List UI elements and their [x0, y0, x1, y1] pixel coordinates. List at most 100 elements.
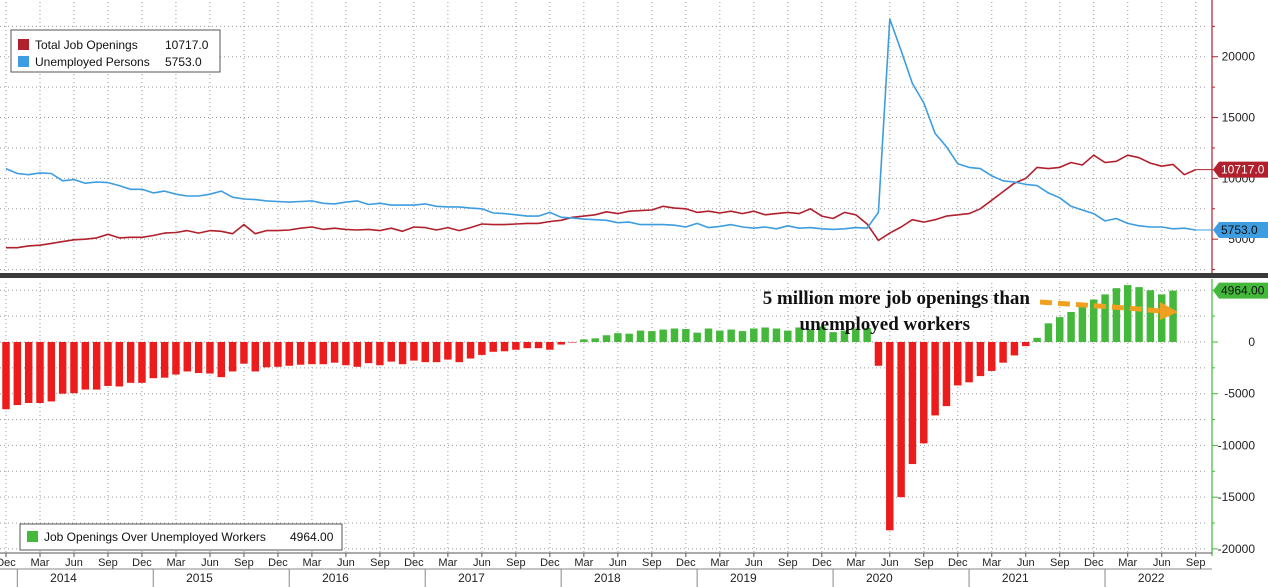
- bar: [1146, 290, 1155, 342]
- bar: [2, 341, 10, 410]
- x-month-label: Dec: [1084, 557, 1104, 569]
- x-month-label: Mar: [710, 557, 729, 569]
- bar: [602, 335, 611, 342]
- bar: [1101, 294, 1109, 342]
- x-month-label: Sep: [914, 557, 934, 569]
- bar: [500, 341, 509, 352]
- legend-label-unemployed-persons: Unemployed Persons: [35, 55, 150, 69]
- x-month-label: Dec: [404, 557, 424, 569]
- bar: [625, 333, 633, 342]
- tag-total-job-openings-text: 10717.0: [1221, 163, 1265, 177]
- bar: [727, 329, 735, 342]
- bar: [704, 328, 713, 342]
- bar: [523, 341, 531, 349]
- bar: [47, 341, 56, 402]
- bar: [636, 330, 645, 342]
- bottom-panel-y-axis: -20000 -15000 -10000 -5000 0: [1211, 279, 1256, 556]
- x-month-label: Jun: [337, 557, 355, 569]
- x-month-label: Jun: [609, 557, 627, 569]
- bar: [24, 341, 33, 404]
- bar: [466, 341, 475, 359]
- top-axis-tick-label: 15000: [1222, 111, 1256, 125]
- bar: [568, 341, 577, 343]
- bar: [1033, 337, 1041, 342]
- bar: [478, 341, 486, 355]
- bar: [648, 331, 656, 342]
- x-month-label: Jun: [473, 557, 491, 569]
- bar: [534, 341, 543, 349]
- bar: [840, 330, 849, 342]
- x-month-label: Jun: [1153, 557, 1171, 569]
- bar: [1022, 341, 1030, 347]
- bar: [795, 327, 803, 342]
- x-month-label: Mar: [982, 557, 1001, 569]
- bar: [308, 341, 316, 365]
- bar: [353, 341, 361, 367]
- x-month-label: Dec: [948, 557, 968, 569]
- x-month-label: Jun: [745, 557, 763, 569]
- bar: [897, 341, 905, 498]
- bar: [228, 341, 237, 372]
- bar: [421, 341, 429, 363]
- bar: [149, 341, 158, 379]
- tag-total-job-openings-shape: [1213, 161, 1268, 178]
- bar: [761, 327, 769, 342]
- bar: [444, 341, 452, 360]
- last-value-tags: 10717.0 5753.0 4964.00: [1213, 161, 1268, 299]
- annotation-line-1: 5 million more job openings than: [763, 288, 1031, 309]
- x-year-label: 2020: [866, 571, 893, 585]
- annotation-arrow-shaft: [1039, 299, 1161, 314]
- bar: [330, 341, 339, 363]
- bar: [364, 341, 373, 364]
- bar: [274, 341, 282, 367]
- bar-series-job-openings-over-unemployed: [2, 285, 1177, 531]
- legend-value-total-job-openings: 10717.0: [165, 38, 209, 52]
- bar: [70, 341, 78, 394]
- x-month-label: Dec: [540, 557, 560, 569]
- bar: [784, 330, 792, 342]
- bar: [285, 341, 294, 366]
- annotation-line-2: unemployed workers: [800, 314, 970, 335]
- bar: [512, 341, 520, 350]
- bar: [999, 341, 1007, 363]
- bar: [92, 341, 101, 390]
- x-month-label: Dec: [812, 557, 832, 569]
- x-year-label: 2014: [50, 571, 77, 585]
- bar: [183, 341, 192, 372]
- bar: [829, 332, 837, 342]
- bar: [738, 331, 747, 342]
- bar: [1078, 303, 1087, 342]
- x-month-label: Jun: [1017, 557, 1035, 569]
- legend-value-job-openings-over-unemployed: 4964.00: [290, 530, 334, 544]
- bottom-axis-tick-label: -15000: [1218, 490, 1256, 504]
- x-month-label: Sep: [1050, 557, 1070, 569]
- x-month-label: Mar: [574, 557, 593, 569]
- bar: [931, 341, 939, 416]
- bar: [1123, 285, 1132, 342]
- bar: [160, 341, 169, 378]
- x-month-label: Sep: [778, 557, 798, 569]
- bar: [580, 339, 588, 342]
- x-month-label: Mar: [1118, 557, 1137, 569]
- x-year-label: 2022: [1138, 571, 1165, 585]
- bar: [682, 329, 690, 342]
- bar: [104, 341, 112, 386]
- bar: [240, 341, 248, 364]
- bar: [262, 341, 271, 368]
- bar: [1135, 287, 1143, 342]
- legend-swatch-job-openings-over-unemployed: [27, 531, 38, 542]
- bar: [557, 341, 565, 345]
- bar: [920, 341, 928, 444]
- bar: [342, 341, 350, 366]
- bar: [432, 341, 441, 363]
- bottom-axis-tick-label: -5000: [1224, 387, 1255, 401]
- bar: [58, 341, 67, 394]
- bar: [115, 341, 124, 387]
- bar: [908, 341, 917, 465]
- x-year-label: 2015: [186, 571, 213, 585]
- legend-label-job-openings-over-unemployed: Job Openings Over Unemployed Workers: [44, 530, 266, 544]
- bar: [398, 341, 407, 365]
- x-month-label: Sep: [506, 557, 526, 569]
- bar: [296, 341, 305, 365]
